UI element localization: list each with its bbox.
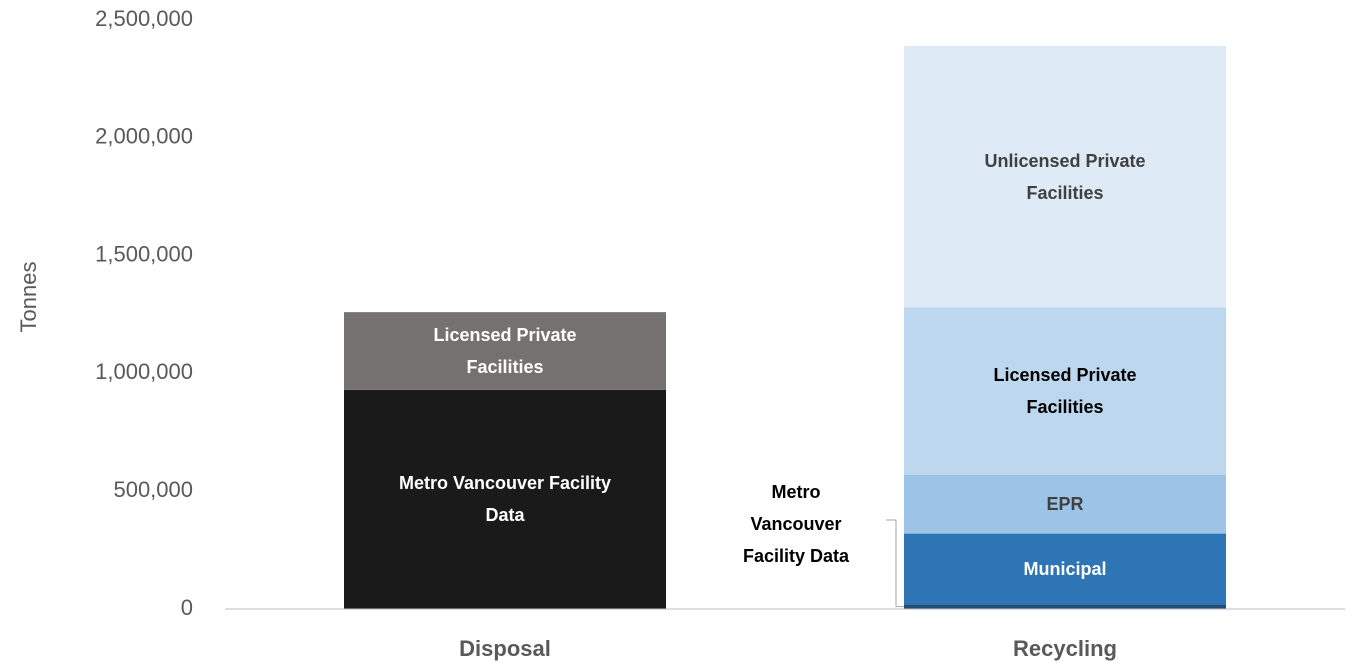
y-tick-label: 1,500,000 <box>95 241 193 266</box>
bar-segment <box>904 533 1226 605</box>
bar-segment <box>344 389 666 609</box>
bar-segment <box>904 307 1226 475</box>
bar-segment <box>904 45 1226 308</box>
leader-line <box>886 519 904 608</box>
y-tick-label: 2,500,000 <box>95 6 193 31</box>
bar-segment <box>904 604 1226 609</box>
segment-label: Metro Vancouver Facility Data <box>398 473 612 526</box>
x-tick-label: Disposal <box>459 636 551 661</box>
y-axis-label: Tonnes <box>16 262 41 333</box>
segment-label: Unlicensed Private Facilities <box>984 150 1146 203</box>
y-tick-label: 0 <box>181 595 193 620</box>
segment-label: Metro Vancouver Facility Data <box>742 482 850 566</box>
segment-label: Licensed Private Facilities <box>993 365 1137 418</box>
segment-label: Licensed Private Facilities <box>433 325 577 378</box>
y-tick-label: 1,000,000 <box>95 359 193 384</box>
bar-segment <box>904 474 1226 534</box>
y-tick-label: 2,000,000 <box>95 124 193 149</box>
y-tick-label: 500,000 <box>113 477 193 502</box>
segment-label: EPR <box>1046 494 1084 515</box>
x-tick-label: Recycling <box>1013 636 1117 661</box>
bar-segment <box>344 312 666 390</box>
segment-label: Municipal <box>1023 558 1107 579</box>
